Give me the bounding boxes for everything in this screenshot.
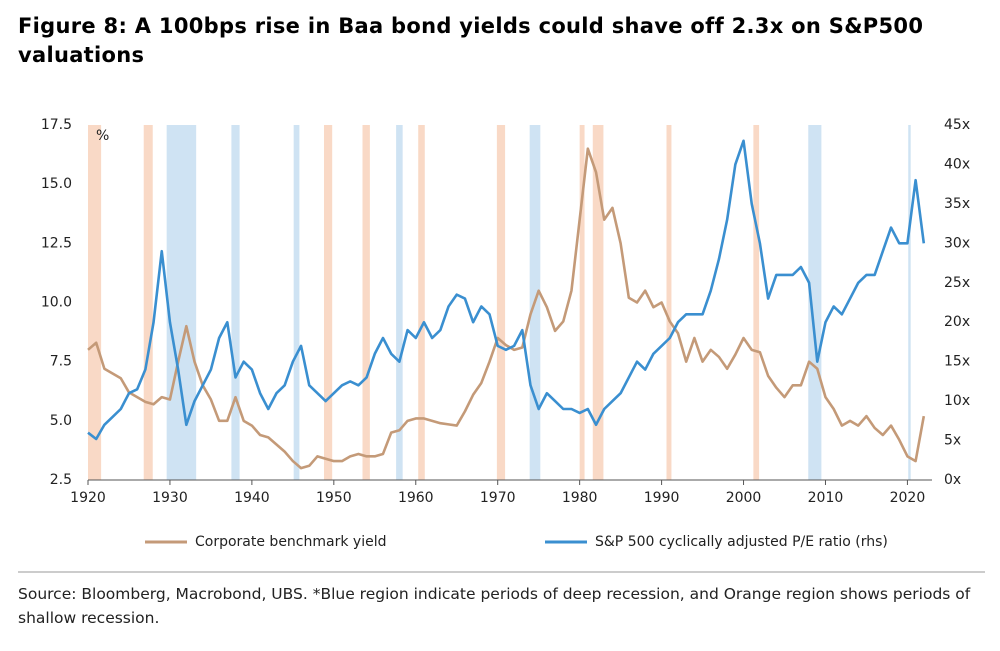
series-line bbox=[87, 139, 926, 441]
x-tick-label: 1930 bbox=[152, 490, 188, 506]
y-tick-label: 15.0 bbox=[41, 176, 72, 192]
source-note: Source: Bloomberg, Macrobond, UBS. *Blue… bbox=[18, 585, 971, 627]
legend-label: S&P 500 cyclically adjusted P/E ratio (r… bbox=[595, 534, 888, 550]
x-tick-label: 1920 bbox=[70, 490, 106, 506]
recession-band bbox=[231, 125, 240, 480]
x-tick-label: 2010 bbox=[808, 490, 844, 506]
series-line bbox=[87, 147, 926, 470]
recession-band bbox=[88, 125, 102, 480]
y2-tick-label: 25x bbox=[944, 275, 970, 291]
title-box: Figure 8: A 100bps rise in Baa bond yiel… bbox=[18, 14, 924, 67]
y2-tick-label: 5x bbox=[944, 433, 961, 449]
y2-tick-label: 35x bbox=[944, 196, 970, 212]
x-tick-label: 1980 bbox=[562, 490, 598, 506]
y-tick-label: 5.0 bbox=[50, 413, 72, 429]
recession-band bbox=[293, 125, 300, 480]
y2-tick-label: 15x bbox=[944, 354, 970, 370]
recession-band bbox=[418, 125, 425, 480]
recession-band bbox=[143, 125, 153, 480]
y2-tick-label: 40x bbox=[944, 156, 970, 172]
recession-band bbox=[808, 125, 822, 480]
y2-tick-label: 30x bbox=[944, 235, 970, 251]
x-tick-label: 2000 bbox=[726, 490, 762, 506]
y-tick-label: 12.5 bbox=[41, 235, 72, 251]
y-tick-label: 7.5 bbox=[50, 354, 72, 370]
x-tick-label: 1960 bbox=[398, 490, 434, 506]
unit-label: % bbox=[96, 128, 109, 144]
recession-band bbox=[753, 125, 760, 480]
x-tick-label: 1970 bbox=[480, 490, 516, 506]
recession-band bbox=[396, 125, 403, 480]
y-tick-label: 2.5 bbox=[50, 472, 72, 488]
recession-band bbox=[362, 125, 370, 480]
recession-band bbox=[666, 125, 672, 480]
plot bbox=[88, 125, 911, 480]
y2-tick-label: 20x bbox=[944, 314, 970, 330]
chart-title: Figure 8: A 100bps rise in Baa bond yiel… bbox=[18, 14, 924, 67]
recession-band bbox=[592, 125, 604, 480]
legend-label: Corporate benchmark yield bbox=[195, 534, 386, 550]
y2-tick-label: 10x bbox=[944, 393, 970, 409]
x-tick-label: 1950 bbox=[316, 490, 352, 506]
y2-tick-label: 0x bbox=[944, 472, 961, 488]
recession-band bbox=[908, 125, 911, 480]
recession-band bbox=[166, 125, 197, 480]
x-tick-label: 1990 bbox=[644, 490, 680, 506]
y-tick-label: 17.5 bbox=[41, 117, 72, 133]
x-tick-label: 1940 bbox=[234, 490, 270, 506]
y-tick-label: 10.0 bbox=[41, 295, 72, 311]
recession-band bbox=[496, 125, 506, 480]
recession-band bbox=[579, 125, 585, 480]
y2-tick-label: 45x bbox=[944, 117, 970, 133]
x-tick-label: 2020 bbox=[890, 490, 926, 506]
source-box: Source: Bloomberg, Macrobond, UBS. *Blue… bbox=[18, 585, 971, 627]
recession-band bbox=[323, 125, 333, 480]
